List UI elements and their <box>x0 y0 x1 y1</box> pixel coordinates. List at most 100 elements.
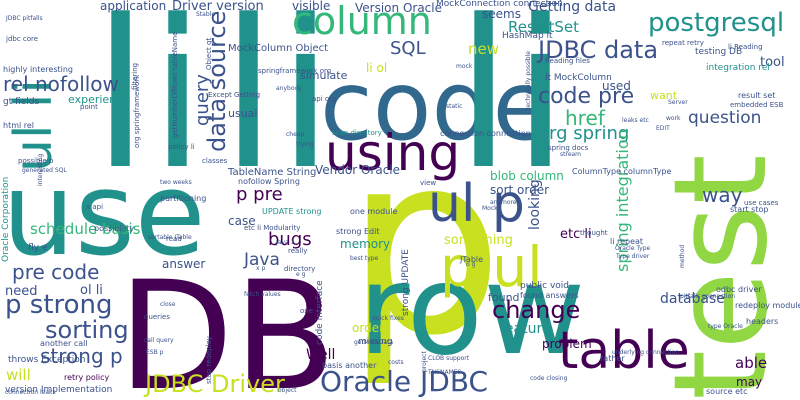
word-best-type: best type <box>350 255 379 262</box>
word-java-1: Java 1 <box>276 239 295 246</box>
word-html-rel: html rel <box>3 121 35 130</box>
word-tablename-string: TableName String <box>228 167 317 178</box>
word-filtering: filtering <box>131 62 139 90</box>
word-bugs: bugs <box>268 229 312 250</box>
word-partitioning: partitioning <box>160 194 207 203</box>
word-queries: queries <box>144 313 170 321</box>
word-li-repeat: li repeat <box>610 237 644 246</box>
word-object: object <box>278 387 297 394</box>
word-simulate: simulate <box>300 69 348 82</box>
word-stop-redeploy: stop redeploy <box>205 336 213 384</box>
word-project: project <box>421 351 428 372</box>
word-li-3: li <box>455 0 569 215</box>
word-found: found <box>488 291 520 304</box>
word-etc-li: etc li <box>560 227 592 242</box>
word-org-spring: org spring <box>538 123 630 144</box>
word-sort-order: sort order <box>490 183 550 197</box>
word-memory: memory <box>340 237 391 251</box>
word-problem: problem <box>542 337 592 351</box>
word-something: something <box>444 233 513 248</box>
word-call-query: call query <box>144 337 174 344</box>
word-application: application <box>100 0 167 13</box>
word-used: used <box>602 79 631 93</box>
word-columntype-columntype: ColumnType columnType <box>572 167 672 176</box>
word-rather: rather <box>600 354 625 363</box>
word-method: method <box>679 244 686 268</box>
word-feature: feature <box>500 321 551 337</box>
word-order: order <box>352 321 384 335</box>
word-li-1: li <box>92 0 206 215</box>
word-visible: visible <box>292 0 331 13</box>
word-retry-policy: retry policy <box>64 373 110 382</box>
word-fly-e: fly e <box>28 243 48 253</box>
word-highly-interesting: highly interesting <box>3 65 74 74</box>
word-tnsnames: TNSNAMES <box>428 369 462 376</box>
word-use-cases: use cases <box>744 199 779 207</box>
word-testing-db: testing DB <box>695 47 743 57</box>
word-spring-docs: spring docs <box>548 144 589 152</box>
word-another-call: another call <box>40 339 88 348</box>
word-p-ul: p ul <box>440 235 543 299</box>
word-answer: answer <box>162 257 206 271</box>
word-will: will <box>6 366 31 384</box>
word-li-2: li <box>220 0 334 215</box>
word-database: database <box>660 291 725 307</box>
word-postgresql: postgresql <box>648 8 785 38</box>
word-public-void: public void <box>520 281 569 291</box>
word-code-closing: code closing <box>530 375 568 382</box>
word-strong-edit: strong Edit <box>336 227 380 236</box>
word-rel-nofollow: rel nofollow <box>3 72 119 96</box>
word-tool: tool <box>760 55 785 70</box>
word-except-getting: Except Getting <box>208 91 261 99</box>
word-generated-sql: generated SQL <box>22 167 67 174</box>
word-db: DB <box>118 250 337 400</box>
word-result-set: result set <box>738 91 776 100</box>
word-new: new <box>468 40 500 58</box>
word-fetch-values: fetch values <box>244 291 281 298</box>
word-one-module: one module <box>350 207 398 216</box>
word-gt-fields: gt fields <box>3 97 40 107</box>
word-case: case <box>228 214 256 228</box>
word-seems: seems <box>482 7 521 21</box>
word-li-ol: li ol <box>366 61 388 75</box>
word-really: really <box>288 247 308 255</box>
word-scan-directory: scan directory <box>332 129 382 137</box>
word-mock: mock <box>456 63 473 70</box>
word-static: static <box>446 103 463 110</box>
word-column: column <box>292 0 432 43</box>
word-table: table <box>558 321 690 381</box>
word-oracle-corporation: Oracle Corporation <box>1 176 11 262</box>
word-oracle-type: Oracle Type <box>615 245 651 252</box>
word-work: work <box>666 115 681 122</box>
word-edit: EDIT <box>656 125 670 132</box>
word-query: query <box>192 74 213 126</box>
word-p: p <box>345 99 504 390</box>
word-two-weeks: two weeks <box>160 179 192 186</box>
word-possible-p: possible p <box>18 157 54 165</box>
word-pre-code: pre code <box>12 260 100 284</box>
word-href: href <box>565 106 605 130</box>
word-change: change <box>492 296 581 324</box>
word-code-interface: code interface <box>315 280 325 345</box>
word-jdbc-data: JDBC data <box>538 36 659 64</box>
word-point: point <box>80 103 98 111</box>
word-server: Server <box>668 99 688 106</box>
word-leaks-etc: leaks etc <box>622 117 649 124</box>
word-ol-li: ol li <box>80 283 103 298</box>
word-one: one <box>300 307 314 315</box>
word-looking: looking <box>527 179 543 230</box>
word-connection-connection: connection connection <box>440 129 531 138</box>
word-underlying-connection: underlying connection <box>612 349 680 356</box>
word-sortable-jtable: sortable JTable <box>148 234 192 241</box>
word-costs: costs <box>388 359 404 366</box>
word-api-org: api org <box>312 95 337 103</box>
word-sql: SQL <box>390 38 426 59</box>
word-technically-possible: technically possible <box>525 51 532 110</box>
word-jdbc-driver: JDBC Driver <box>145 370 285 398</box>
word-x-api: x api <box>86 203 104 211</box>
word-mockconnection-connection: MockConnection connection <box>436 0 563 9</box>
word-source-etc: source etc <box>706 387 748 396</box>
word-object-gt: Object gt <box>205 37 213 70</box>
word-view: view <box>420 179 437 187</box>
